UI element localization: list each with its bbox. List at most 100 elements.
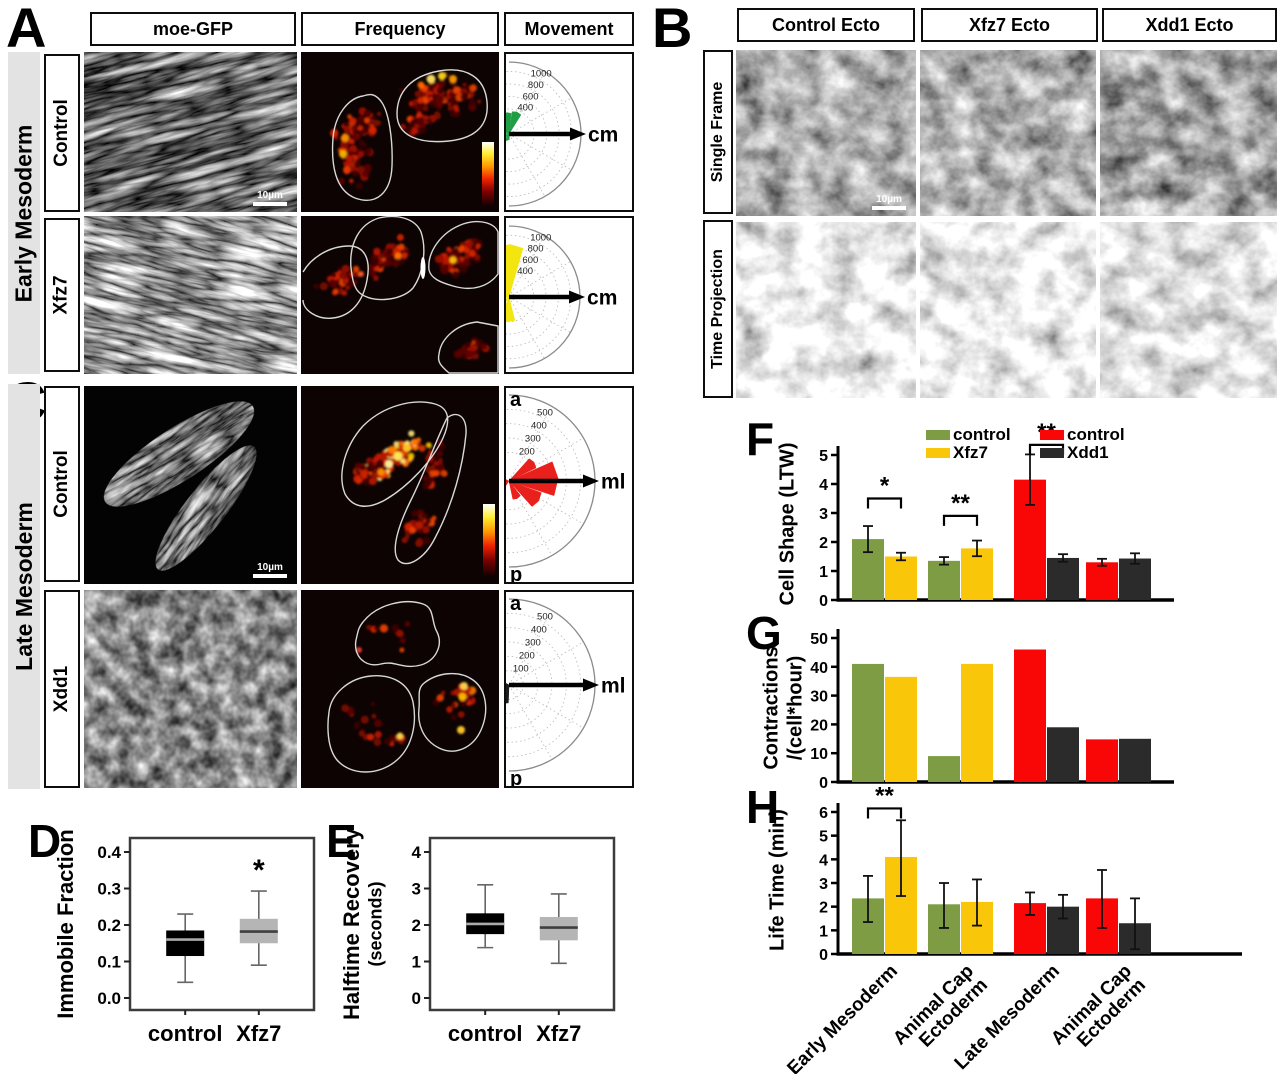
legend-swatch-yellow: [926, 447, 950, 458]
svg-text:3: 3: [819, 506, 828, 523]
boxplot-immobile-fraction: 0.0 0.1 0.2 0.3 0.4 control * Xfz7: [92, 830, 324, 1046]
svg-text:Xfz7: Xfz7: [236, 1021, 281, 1046]
svg-text:1: 1: [412, 953, 421, 972]
svg-text:cm: cm: [587, 287, 617, 310]
legend-swatch-green: [926, 429, 950, 440]
legend-item: Xdd1: [1040, 444, 1125, 461]
svg-text:400: 400: [517, 266, 533, 277]
svg-text:a: a: [510, 389, 522, 411]
svg-text:ml: ml: [601, 675, 626, 698]
boxplot-halftime-recovery: 0 1 2 3 4 control Xfz7: [392, 830, 624, 1046]
panel-a-row-label-xfz7: Xfz7: [44, 218, 80, 372]
svg-text:800: 800: [528, 244, 544, 255]
rose-plot-late-mesoderm-control: ml 200 300 400 500 a p: [504, 386, 634, 584]
panel-a-header-moe-gfp: moe-GFP: [90, 12, 296, 46]
panel-c-row-label-xdd1: Xdd1: [44, 590, 80, 788]
svg-text:800: 800: [528, 80, 544, 91]
panel-f-legend-left: control Xfz7: [926, 426, 1011, 462]
panel-f-legend-right: control Xdd1: [1040, 426, 1125, 462]
svg-text:cm: cm: [588, 124, 618, 147]
micrograph-single-frame-xfz7-ecto: [920, 50, 1096, 216]
panel-a-side-label: Early Mesoderm: [8, 52, 40, 374]
svg-text:40: 40: [810, 660, 828, 677]
svg-text:2: 2: [819, 900, 828, 917]
svg-text:1000: 1000: [530, 232, 551, 243]
panel-f-letter: F: [746, 413, 774, 465]
svg-text:100: 100: [513, 663, 529, 674]
micrograph-early-mesoderm-control: 10µm: [84, 52, 297, 212]
svg-text:600: 600: [522, 255, 538, 266]
svg-text:**: **: [951, 490, 970, 517]
micrograph-time-projection-xdd1-ecto: [1100, 222, 1277, 398]
svg-text:control: control: [148, 1021, 223, 1046]
header-label: moe-GFP: [152, 18, 233, 39]
panel-b-header-xfz7-ecto: Xfz7 Ecto: [921, 8, 1098, 42]
svg-text:0.0: 0.0: [97, 989, 121, 1008]
frequency-map-early-mesoderm-control: [301, 52, 499, 212]
legend-item: control: [926, 426, 1011, 443]
svg-text:200: 200: [519, 650, 535, 661]
svg-text:Early Mesoderm: Early Mesoderm: [783, 961, 902, 1074]
svg-text:2: 2: [412, 916, 421, 935]
svg-text:0: 0: [819, 775, 828, 788]
rose-plot-early-mesoderm-control: cm 400 600 800 1000: [504, 52, 634, 212]
svg-text:20: 20: [810, 717, 828, 734]
svg-text:0.1: 0.1: [97, 953, 121, 972]
panel-b-header-control-ecto: Control Ecto: [737, 8, 915, 42]
micrograph-late-mesoderm-xdd1: [84, 590, 297, 788]
svg-text:5: 5: [819, 829, 828, 846]
micrograph-single-frame-control-ecto: 10µm: [736, 50, 916, 216]
rose-plot-late-mesoderm-xdd1: ml 100 200 300 400 500 a p: [504, 590, 634, 788]
svg-text:3: 3: [819, 876, 828, 893]
svg-text:ml: ml: [601, 471, 626, 494]
svg-text:a: a: [510, 593, 522, 615]
micrograph-time-projection-control-ecto: [736, 222, 916, 398]
svg-text:*: *: [880, 473, 890, 500]
svg-text:Xfz7: Xfz7: [536, 1021, 581, 1046]
legend-swatch-red: [1040, 429, 1064, 440]
svg-text:10: 10: [810, 746, 828, 763]
panel-a-header-movement: Movement: [504, 12, 634, 46]
panel-e-y-axis-sublabel: (seconds): [365, 881, 386, 967]
legend-label: control: [1067, 425, 1125, 444]
panel-e-y-axis-label: Halftime Recovery: [339, 828, 364, 1020]
svg-text:1: 1: [819, 923, 828, 940]
svg-text:*: *: [253, 854, 265, 887]
svg-text:400: 400: [517, 103, 533, 114]
scale-bar: 10µm: [872, 195, 906, 210]
barchart-contractions: 0 10 20 30 40 50: [760, 616, 1280, 792]
panel-d-y-axis-label: Immobile Fraction: [53, 829, 78, 1019]
svg-text:500: 500: [537, 611, 553, 622]
scale-bar: 10µm: [253, 191, 287, 206]
legend-item: control: [1040, 426, 1125, 443]
svg-text:300: 300: [525, 433, 541, 444]
panel-b-row-label-time-projection: Time Projection: [703, 220, 733, 398]
panel-g-letter: G: [746, 607, 782, 659]
panel-a-row-label-control: Control: [44, 54, 80, 212]
svg-text:0.4: 0.4: [97, 843, 121, 862]
header-label: Frequency: [354, 18, 446, 39]
svg-text:control: control: [448, 1021, 523, 1046]
legend-swatch-dark: [1040, 447, 1064, 458]
panel-c-side-label: Late Mesoderm: [8, 384, 40, 789]
svg-text:4: 4: [412, 843, 422, 862]
scale-bar: 10µm: [253, 563, 287, 578]
svg-text:0: 0: [819, 593, 828, 610]
panel-h-letter: H: [746, 781, 779, 833]
micrograph-time-projection-xfz7-ecto: [920, 222, 1096, 398]
legend-item: Xfz7: [926, 444, 1011, 461]
svg-text:0.2: 0.2: [97, 916, 121, 935]
panel-b-letter: B: [652, 0, 692, 59]
header-label: Xdd1 Ecto: [1145, 14, 1234, 35]
panel-a-header-frequency: Frequency: [301, 12, 499, 46]
panel-b-header-xdd1-ecto: Xdd1 Ecto: [1102, 8, 1277, 42]
svg-text:1: 1: [819, 564, 828, 581]
rose-plot-early-mesoderm-xfz7: cm 400 600 800 1000: [504, 216, 634, 374]
svg-text:1000: 1000: [531, 69, 552, 80]
svg-text:p: p: [510, 564, 522, 584]
svg-text:4: 4: [819, 852, 828, 869]
panel-b-row-label-single-frame: Single Frame: [703, 50, 733, 214]
svg-text:p: p: [510, 768, 522, 788]
micrograph-single-frame-xdd1-ecto: [1100, 50, 1277, 216]
